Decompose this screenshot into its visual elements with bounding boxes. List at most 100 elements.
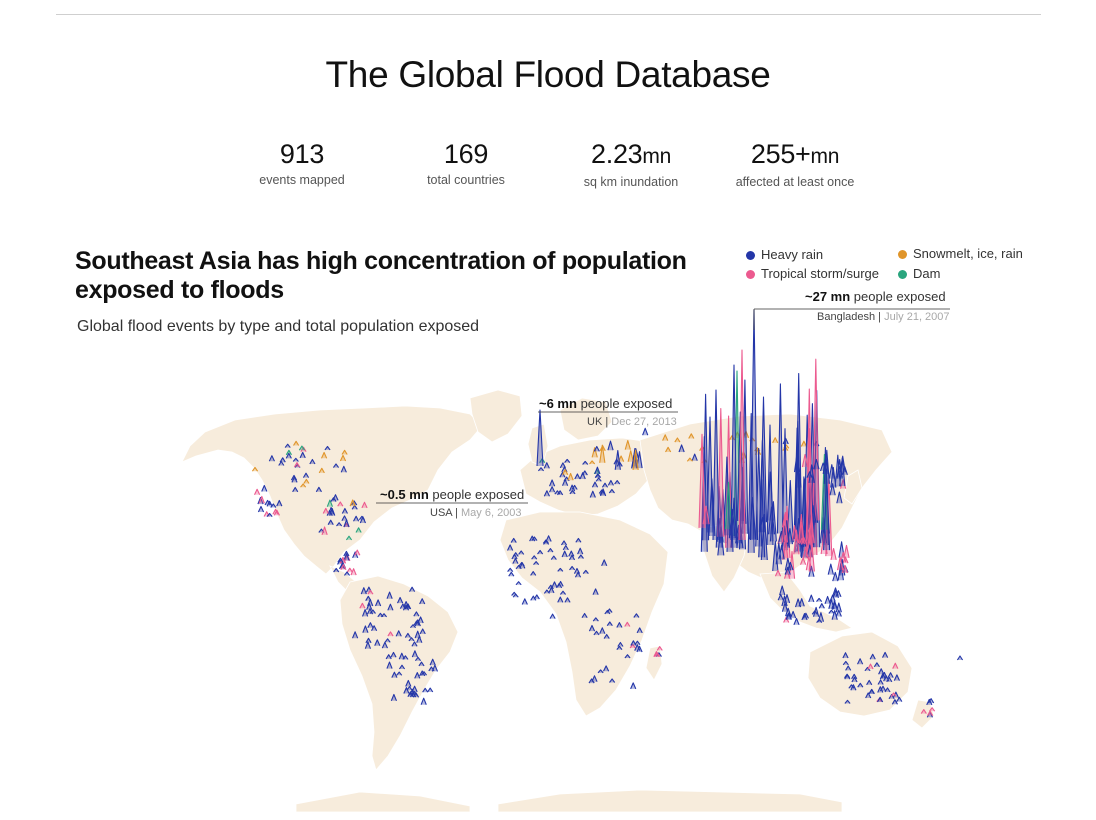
flood-spike: [678, 444, 685, 453]
flood-spike: [569, 490, 576, 495]
flood-spike: [636, 627, 643, 634]
north-america: [181, 405, 483, 575]
flood-spike: [337, 501, 344, 507]
flood-spike: [537, 549, 544, 555]
flood-spike: [333, 567, 340, 573]
flood-spike: [418, 661, 425, 667]
flood-spike: [793, 529, 800, 555]
madagascar: [645, 645, 663, 681]
flood-spike: [839, 455, 846, 473]
annotation-date: May 6, 2003: [461, 507, 522, 519]
flood-spike: [665, 446, 672, 453]
flood-spike: [842, 660, 849, 666]
flood-spike: [384, 638, 391, 643]
scandinavia: [559, 397, 613, 441]
flood-spike: [276, 499, 283, 507]
flood-spike: [831, 601, 839, 610]
annotation-usa: ~0.5 mn people exposed: [380, 487, 524, 502]
flood-spike: [569, 565, 576, 571]
flood-spike: [630, 682, 637, 690]
flood-spike: [343, 550, 350, 557]
flood-spike: [851, 676, 858, 683]
flood-spike: [268, 455, 275, 462]
flood-spike: [322, 507, 329, 514]
flood-spike: [816, 597, 823, 602]
flood-spike: [603, 665, 610, 672]
flood-spike: [374, 599, 382, 607]
flood-spike: [361, 609, 369, 617]
chart-subtitle: Global flood events by type and total po…: [77, 318, 480, 335]
flood-spike: [343, 553, 350, 561]
flood-spike: [291, 476, 298, 483]
flood-spike: [391, 671, 398, 678]
flood-spike: [624, 654, 631, 659]
flood-spike: [345, 535, 353, 541]
flood-spike: [559, 462, 566, 469]
flood-spike: [414, 619, 421, 627]
flood-spike: [928, 698, 935, 704]
flood-spike: [285, 452, 292, 459]
flood-spike: [782, 535, 789, 560]
flood-spike: [533, 561, 540, 565]
legend-dot: [746, 270, 755, 279]
flood-spike: [358, 515, 365, 521]
flood-spike: [254, 488, 261, 495]
flood-spike: [507, 544, 514, 551]
flood-spike: [784, 566, 791, 575]
flood-spike: [608, 488, 615, 494]
flood-spike: [793, 617, 800, 626]
flood-spike: [355, 527, 362, 533]
flood-spike: [257, 505, 265, 513]
flood-spike: [816, 618, 823, 623]
flood-spike: [601, 482, 609, 488]
flood-spike: [343, 571, 351, 576]
flood-spike: [892, 662, 899, 669]
flood-spike: [808, 464, 815, 483]
flood-spike: [380, 613, 388, 618]
flood-spike: [787, 561, 794, 571]
annotation-value: ~6 mn: [539, 396, 577, 411]
stat-label: events mapped: [259, 173, 345, 187]
stat-label: total countries: [427, 173, 505, 187]
flood-spike: [409, 624, 417, 629]
flood-spike: [824, 595, 831, 604]
page-title: The Global Flood Database: [325, 54, 771, 95]
flood-spike: [779, 585, 786, 596]
flood-spike: [364, 641, 372, 649]
legend: Heavy rain Snowmelt, ice, rain Tropical …: [746, 245, 1046, 287]
annotation-date: July 21, 2007: [884, 311, 950, 323]
flood-spike: [381, 641, 389, 649]
flood-spike: [654, 652, 661, 657]
flood-spike: [630, 640, 637, 646]
europe: [519, 437, 661, 517]
flood-spike: [411, 641, 418, 647]
flood-spike: [371, 625, 378, 632]
stat-events: 913 events mapped: [217, 138, 387, 187]
flood-spike: [293, 462, 301, 468]
flood-spike: [395, 630, 402, 637]
flood-spike: [531, 536, 538, 541]
flood-spike: [419, 628, 426, 635]
flood-spike: [808, 594, 815, 603]
flood-spike: [530, 571, 537, 576]
flood-spike: [564, 597, 571, 603]
flood-spike: [591, 447, 598, 458]
flood-spike: [329, 507, 336, 516]
flood-spike: [550, 555, 557, 560]
flood-spike: [769, 501, 777, 542]
stat-number: 169: [443, 139, 489, 169]
flood-spike: [588, 678, 595, 684]
flood-spike: [362, 625, 369, 633]
flood-spike: [429, 658, 436, 666]
flood-spike: [398, 652, 405, 660]
flood-spike: [507, 567, 514, 572]
flood-spike: [830, 547, 837, 561]
flood-spike: [599, 444, 606, 463]
flood-spike: [832, 587, 839, 596]
annotation-usa-meta: USA | May 6, 2003: [430, 507, 522, 519]
flood-spike: [877, 696, 884, 703]
flood-spike: [518, 550, 525, 555]
flood-spike: [629, 643, 636, 649]
flood-spike: [515, 581, 522, 586]
flood-spike: [599, 627, 606, 634]
